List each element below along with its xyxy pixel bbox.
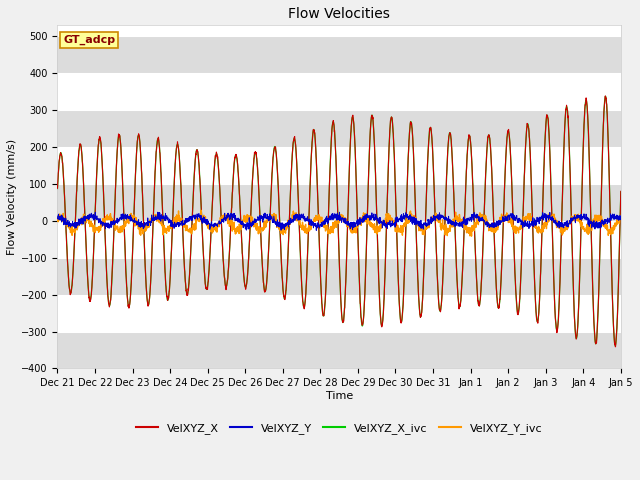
VelXYZ_X — [503, 137, 511, 143]
VelXYZ_X — [583, 99, 591, 105]
VelXYZ_X — [355, 276, 363, 282]
Bar — [58, 110, 621, 147]
Bar — [58, 25, 621, 36]
Legend: VelXYZ_X, VelXYZ_Y, VelXYZ_X_ivc, VelXYZ_Y_ivc: VelXYZ_X, VelXYZ_Y, VelXYZ_X_ivc, VelXYZ… — [131, 419, 547, 439]
VelXYZ_Y_ivc — [368, 224, 376, 230]
Bar — [58, 147, 621, 184]
X-axis label: Time: Time — [326, 391, 353, 401]
VelXYZ_Y — [568, 218, 575, 224]
Y-axis label: Flow Velocity (mm/s): Flow Velocity (mm/s) — [7, 139, 17, 255]
Bar — [58, 221, 621, 258]
Bar — [58, 184, 621, 221]
Line: VelXYZ_Y: VelXYZ_Y — [58, 212, 621, 230]
VelXYZ_X — [54, 185, 61, 191]
Bar — [58, 332, 621, 369]
Line: VelXYZ_X_ivc: VelXYZ_X_ivc — [58, 96, 621, 346]
VelXYZ_Y_ivc — [617, 214, 625, 219]
VelXYZ_X — [567, 200, 575, 206]
Text: GT_adcp: GT_adcp — [63, 35, 115, 46]
VelXYZ_Y — [356, 215, 364, 220]
VelXYZ_Y_ivc — [468, 233, 476, 239]
VelXYZ_X — [211, 161, 218, 167]
VelXYZ_Y_ivc — [197, 207, 205, 213]
VelXYZ_Y — [54, 216, 61, 222]
Line: VelXYZ_X: VelXYZ_X — [58, 96, 621, 347]
VelXYZ_Y_ivc — [356, 221, 364, 227]
VelXYZ_X — [617, 189, 625, 194]
VelXYZ_Y_ivc — [504, 215, 511, 221]
VelXYZ_X_ivc — [355, 278, 363, 284]
VelXYZ_Y — [154, 209, 161, 215]
VelXYZ_X — [602, 93, 609, 99]
VelXYZ_X_ivc — [602, 94, 609, 99]
Bar — [58, 73, 621, 110]
Bar — [58, 258, 621, 295]
Line: VelXYZ_Y_ivc: VelXYZ_Y_ivc — [58, 210, 621, 236]
VelXYZ_X_ivc — [503, 138, 511, 144]
VelXYZ_Y — [368, 215, 376, 220]
VelXYZ_X — [611, 344, 619, 350]
VelXYZ_Y — [312, 228, 320, 233]
VelXYZ_X_ivc — [611, 343, 619, 348]
VelXYZ_X_ivc — [567, 200, 575, 206]
Bar — [58, 36, 621, 73]
VelXYZ_Y_ivc — [54, 217, 61, 223]
VelXYZ_Y — [504, 214, 511, 220]
VelXYZ_X_ivc — [583, 99, 591, 105]
VelXYZ_Y — [211, 223, 219, 229]
VelXYZ_X — [368, 113, 376, 119]
VelXYZ_Y — [617, 216, 625, 222]
VelXYZ_X_ivc — [617, 189, 625, 195]
VelXYZ_X_ivc — [368, 113, 376, 119]
VelXYZ_X_ivc — [211, 162, 218, 168]
VelXYZ_Y — [583, 216, 591, 221]
VelXYZ_Y_ivc — [568, 217, 575, 223]
Bar — [58, 295, 621, 332]
Title: Flow Velocities: Flow Velocities — [288, 7, 390, 21]
VelXYZ_Y_ivc — [211, 224, 219, 229]
VelXYZ_Y_ivc — [583, 221, 591, 227]
VelXYZ_X_ivc — [54, 186, 61, 192]
